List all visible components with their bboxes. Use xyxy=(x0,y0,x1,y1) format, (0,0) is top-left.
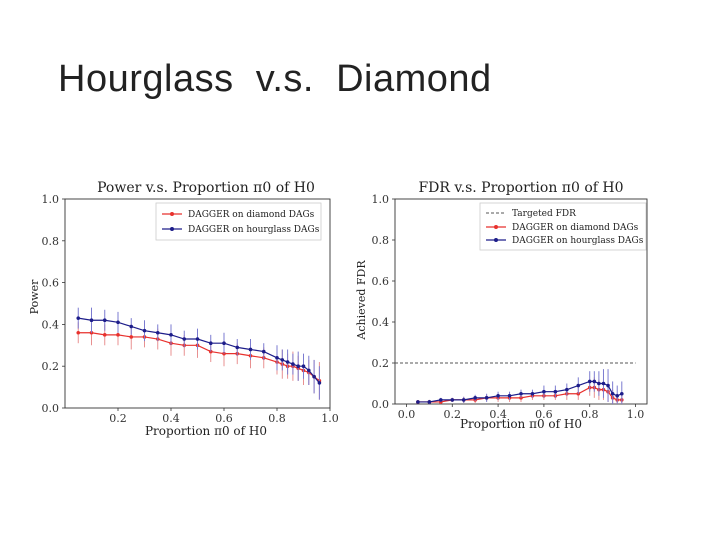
data-point xyxy=(89,318,94,323)
x-axis-label: Proportion π0 of H0 xyxy=(145,424,267,438)
x-tick-label: 0.6 xyxy=(535,408,553,421)
y-tick-label: 0.8 xyxy=(372,234,390,247)
y-tick-label: 0.8 xyxy=(42,235,60,248)
y-tick-label: 0.4 xyxy=(42,318,60,331)
data-point xyxy=(610,391,615,396)
data-point xyxy=(542,389,546,394)
y-axis-label: Power xyxy=(28,279,41,315)
data-point xyxy=(142,328,147,333)
data-point xyxy=(76,316,81,320)
x-axis-label: Proportion π0 of H0 xyxy=(460,417,582,431)
data-point xyxy=(76,330,81,335)
data-point xyxy=(312,374,316,379)
data-point xyxy=(507,394,512,398)
x-tick-label: 0.2 xyxy=(109,412,127,425)
x-tick-label: 0.6 xyxy=(215,412,233,425)
legend: DAGGER on diamond DAGs DAGGER on hourgla… xyxy=(155,202,322,241)
data-point xyxy=(248,347,253,352)
legend-marker-red xyxy=(170,212,174,216)
legend-box xyxy=(479,202,647,251)
data-point xyxy=(601,381,606,386)
data-point xyxy=(620,391,624,396)
data-point xyxy=(307,368,311,373)
data-point xyxy=(427,400,432,404)
y-tick-label: 1.0 xyxy=(372,193,390,206)
data-point xyxy=(208,341,213,346)
data-point xyxy=(496,394,500,398)
power-chart: Power v.s. Proportion π0 of H0 0.2 0.4 0.6… xyxy=(28,180,339,438)
slide-title: Hourglass v.s. Diamond xyxy=(58,58,492,100)
legend-label: DAGGER on diamond DAGs xyxy=(188,210,315,220)
data-point xyxy=(530,391,535,396)
y-axis-label: Achieved FDR xyxy=(355,260,368,341)
legend-box xyxy=(155,202,322,241)
data-point xyxy=(129,324,134,329)
legend-marker-red xyxy=(494,225,498,229)
data-point xyxy=(461,398,466,402)
data-point xyxy=(155,330,160,335)
y-tick-label: 0.2 xyxy=(42,360,60,373)
data-point xyxy=(473,396,477,400)
x-tick-label: 0.8 xyxy=(581,408,599,421)
y-tick-label: 0.2 xyxy=(372,357,390,370)
data-point xyxy=(275,356,279,360)
data-point xyxy=(129,335,134,339)
data-point xyxy=(116,333,120,337)
data-point xyxy=(235,345,240,350)
x-tick-label: 1.0 xyxy=(321,412,339,425)
data-point xyxy=(484,396,489,400)
y-tick-label: 0.4 xyxy=(372,316,390,329)
data-point xyxy=(102,333,107,337)
data-point xyxy=(439,398,443,402)
legend-marker-blue xyxy=(170,227,174,231)
data-point xyxy=(565,387,569,392)
legend-label: DAGGER on diamond DAGs xyxy=(512,223,639,233)
legend-label: DAGGER on hourglass DAGs xyxy=(512,236,644,246)
data-point xyxy=(576,383,581,388)
legend-label: DAGGER on hourglass DAGs xyxy=(188,225,320,235)
fdr-chart: FDR v.s. Proportion π0 of H0 0.0 0.2 0.4 0.… xyxy=(355,180,648,431)
x-tick-label: 0.2 xyxy=(444,408,462,421)
data-point xyxy=(587,379,592,384)
data-point xyxy=(169,333,173,337)
data-point xyxy=(89,330,94,335)
y-tick-label: 0.6 xyxy=(42,277,60,290)
data-point xyxy=(606,383,610,388)
x-tick-label: 0.4 xyxy=(489,408,507,421)
data-point xyxy=(450,398,455,402)
y-tick-label: 0.0 xyxy=(42,402,60,415)
data-point xyxy=(553,389,558,394)
data-point xyxy=(416,400,420,404)
data-point xyxy=(317,381,322,385)
data-point xyxy=(222,341,226,346)
data-point xyxy=(519,391,523,396)
x-tick-label: 0.8 xyxy=(268,412,286,425)
data-point xyxy=(195,337,200,341)
data-point xyxy=(291,362,295,366)
data-point xyxy=(116,320,120,325)
data-point xyxy=(597,381,601,386)
data-point xyxy=(615,394,620,398)
legend: Targeted FDR DAGGER on diamond DAGs DAGG… xyxy=(479,202,647,251)
y-tick-label: 0.0 xyxy=(372,398,390,411)
data-point xyxy=(182,337,187,341)
data-point xyxy=(280,358,285,362)
chart-title: Power v.s. Proportion π0 of H0 xyxy=(97,180,315,196)
chart-title: FDR v.s. Proportion π0 of H0 xyxy=(418,180,623,196)
data-point xyxy=(592,379,597,384)
x-tick-label: 1.0 xyxy=(627,408,645,421)
legend-marker-blue xyxy=(494,238,498,242)
y-tick-label: 1.0 xyxy=(42,193,60,206)
data-point xyxy=(261,349,266,354)
data-point xyxy=(296,364,301,368)
data-point xyxy=(301,364,306,368)
data-point xyxy=(102,318,107,323)
x-tick-label: 0.4 xyxy=(162,412,180,425)
legend-label: Targeted FDR xyxy=(512,209,576,219)
data-point xyxy=(285,360,290,364)
y-tick-label: 0.6 xyxy=(372,275,390,288)
x-tick-label: 0.0 xyxy=(398,408,416,421)
